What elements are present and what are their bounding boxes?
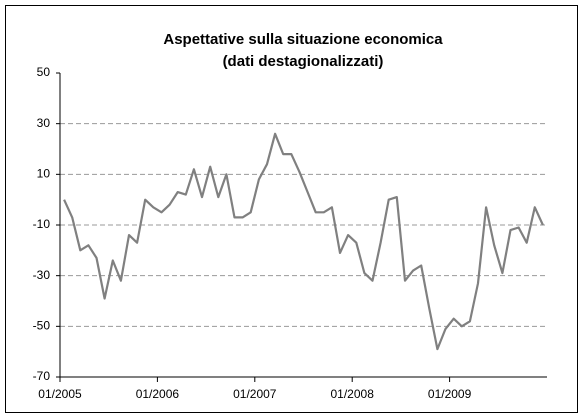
y-tick-label: -10: [33, 217, 51, 231]
x-tick-label: 01/2008: [331, 387, 375, 401]
chart-subtitle: (dati destagionalizzati): [223, 53, 384, 70]
x-tick-label: 01/2007: [233, 387, 277, 401]
y-tick-label: -50: [33, 319, 51, 333]
y-tick-label: -70: [33, 369, 51, 383]
x-tick-label: 01/2005: [38, 387, 82, 401]
x-tick-label: 01/2006: [136, 387, 180, 401]
data-line: [63, 132, 544, 351]
x-tick-label: 01/2009: [428, 387, 472, 401]
y-tick-label: 30: [37, 116, 51, 130]
y-tick-label: 50: [37, 65, 51, 79]
y-tick-label: 10: [37, 167, 51, 181]
chart-frame: [5, 5, 578, 413]
chart-title: Aspettative sulla situazione economica: [163, 31, 443, 48]
y-tick-label: -30: [33, 268, 51, 282]
